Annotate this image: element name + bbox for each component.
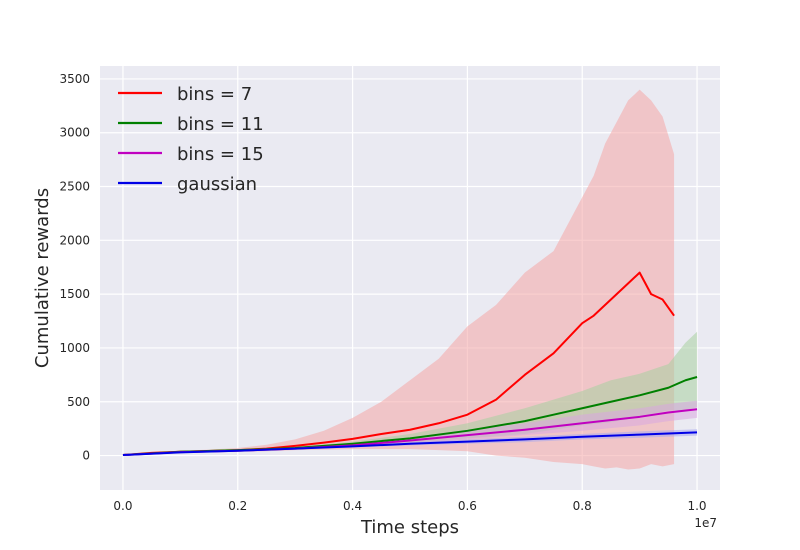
legend-label-bins-11: bins = 11: [177, 114, 264, 135]
y-tick-label: 1500: [59, 287, 90, 301]
band-gaussian: [122, 429, 698, 456]
legend-label-gaussian: gaussian: [177, 174, 257, 195]
series-line-gaussian: [122, 431, 698, 457]
y-axis-title: Cumulative rewards: [32, 188, 53, 368]
confidence-bands: [122, 89, 698, 470]
x-offset-label: 1e7: [694, 516, 717, 530]
band-bins-7: [122, 89, 675, 470]
y-tick-label: 2500: [59, 180, 90, 194]
legend-label-bins-15: bins = 15: [177, 144, 264, 165]
y-tick-label: 2000: [59, 233, 90, 247]
x-tick-label: 0.4: [343, 499, 362, 513]
legend: bins = 7 bins = 11 bins = 15 gaussian: [118, 84, 264, 195]
x-tick-label: 1.0: [687, 499, 706, 513]
y-tick-label: 500: [67, 395, 90, 409]
x-tick-label: 0.0: [113, 499, 132, 513]
x-tick-label: 0.6: [458, 499, 477, 513]
y-tick-label: 3000: [59, 126, 90, 140]
band-bins-15: [122, 400, 698, 456]
y-tick-labels: 0 500 1000 1500 2000 2500 3000 3500: [59, 72, 90, 463]
y-tick-label: 1000: [59, 341, 90, 355]
series-lines: [122, 271, 698, 457]
x-tick-label: 0.2: [228, 499, 247, 513]
legend-label-bins-7: bins = 7: [177, 84, 252, 105]
x-tick-labels: 0.0 0.2 0.4 0.6 0.8 1.0: [113, 499, 706, 513]
y-tick-label: 3500: [59, 72, 90, 86]
x-axis-title: Time steps: [360, 517, 459, 538]
x-tick-label: 0.8: [573, 499, 592, 513]
y-tick-label: 0: [82, 449, 90, 463]
